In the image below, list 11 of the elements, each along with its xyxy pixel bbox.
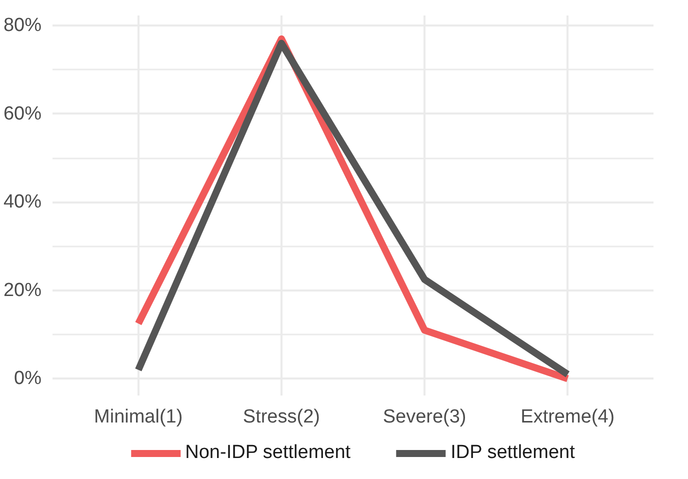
x-tick-label: Extreme(4)	[520, 406, 615, 428]
legend-label: Non-IDP settlement	[185, 442, 351, 464]
y-tick-label: 60%	[3, 103, 42, 124]
y-tick-label: 0%	[14, 368, 42, 390]
legend-label: IDP settlement	[450, 442, 575, 464]
y-tick-label: 20%	[3, 280, 42, 301]
x-tick-label: Stress(2)	[242, 406, 320, 428]
x-tick-label: Minimal(1)	[94, 406, 183, 428]
x-tick-label: Severe(3)	[382, 406, 466, 428]
y-tick-label: 40%	[3, 192, 42, 213]
y-tick-label: 80%	[3, 15, 42, 36]
